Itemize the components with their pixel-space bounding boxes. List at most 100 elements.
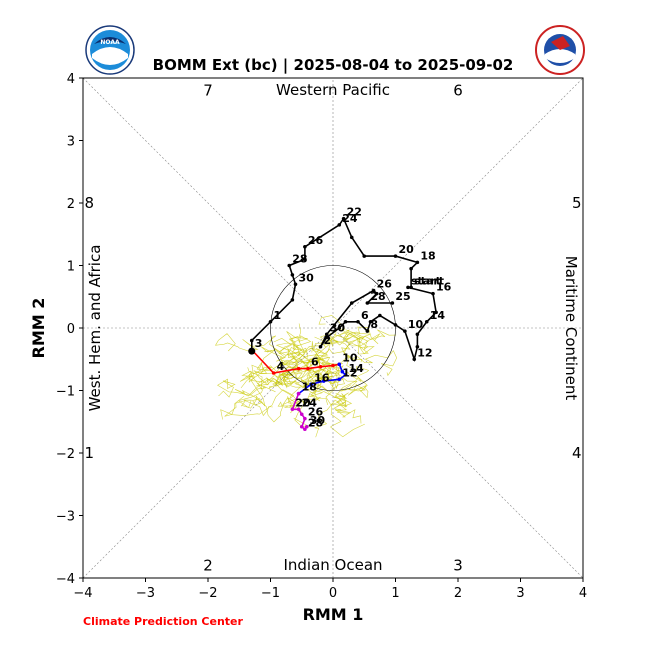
series-point [324, 335, 329, 340]
region-label-bottom: Indian Ocean [283, 556, 382, 574]
data-point-label: 28 [308, 416, 323, 429]
y-tick-label: 1 [67, 260, 75, 275]
ensemble-member-line [333, 326, 381, 351]
x-tick-label: 1 [391, 586, 399, 601]
series-point [406, 285, 410, 290]
data-point-label: 20 [399, 243, 415, 256]
series-point [393, 254, 398, 258]
series-point [371, 288, 376, 293]
series-point [303, 416, 307, 421]
data-point-label: 6 [311, 356, 319, 369]
series-point [368, 319, 373, 324]
series-point [287, 263, 292, 268]
ensemble-member-line [296, 333, 375, 358]
y-tick-label: 2 [67, 197, 75, 212]
data-point-label: 24 [342, 212, 358, 225]
series-point [290, 298, 295, 302]
series-point [349, 301, 354, 305]
series-point [403, 329, 407, 333]
series-point [424, 319, 429, 324]
data-point-label: 8 [370, 318, 378, 331]
series-point [318, 344, 323, 349]
data-point-label: 16 [314, 371, 330, 384]
region-label-right: Maritime Continent [562, 256, 580, 401]
series-point [318, 364, 323, 369]
region-label-left: West. Hem. and Africa [86, 245, 104, 412]
series-point [296, 391, 301, 396]
series-point [249, 338, 254, 343]
series-point [296, 366, 301, 371]
series-point [390, 301, 395, 305]
y-tick-label: −2 [56, 447, 75, 462]
region-label-top: Western Pacific [276, 81, 390, 99]
series-point [415, 260, 420, 265]
phase-number-label: 5 [572, 194, 582, 212]
data-point-label: 22 [347, 206, 362, 219]
series-point [303, 244, 307, 249]
x-tick-label: −1 [261, 586, 280, 601]
phase-number-label: 4 [572, 444, 582, 462]
series-point [343, 319, 348, 324]
series-point [341, 216, 346, 221]
credit-label: Climate Prediction Center [83, 615, 243, 628]
series-point [412, 357, 417, 362]
y-tick-label: −1 [56, 385, 75, 400]
ensemble-member-line [214, 333, 293, 353]
series-point [365, 301, 370, 305]
series-point [290, 273, 295, 277]
chart-title: BOMM Ext (bc) | 2025-08-04 to 2025-09-02 [153, 56, 514, 75]
data-point-label: start [411, 274, 441, 287]
series-point [356, 319, 360, 324]
series-point [431, 291, 435, 296]
series-point [409, 266, 413, 271]
ensemble-member-line [293, 351, 323, 399]
phase-number-label: 7 [203, 82, 213, 100]
data-point-label: start [414, 274, 444, 287]
series-point [374, 291, 379, 296]
data-point-label: 18 [420, 249, 435, 262]
series-point [434, 310, 438, 315]
data-point-label: 14 [430, 309, 446, 322]
data-point-label: 4 [277, 360, 285, 373]
series-point [337, 362, 342, 367]
series-point [299, 424, 304, 429]
data-point-label: 18 [302, 381, 317, 394]
phase-number-label: 1 [84, 444, 94, 462]
data-point-label: 1 [274, 309, 282, 322]
data-point-label: 10 [342, 351, 358, 364]
ensemble-member-line [220, 366, 302, 420]
ensemble-member-line [314, 371, 362, 438]
data-point-label: 14 [349, 362, 365, 375]
series-point [343, 373, 348, 377]
y-tick-label: −4 [56, 572, 75, 587]
ensemble-member-line [278, 323, 302, 389]
y-tick-label: −3 [56, 510, 75, 525]
data-point-label: 16 [436, 281, 452, 294]
series-point [378, 313, 382, 318]
series-point [362, 254, 367, 258]
x-tick-label: 2 [454, 586, 462, 601]
series-point [306, 366, 310, 371]
data-point-label: 28 [292, 253, 307, 266]
series-point [340, 369, 345, 374]
series-point [365, 329, 370, 333]
data-point-label: 6 [361, 309, 369, 322]
ensemble-member-line [277, 389, 335, 414]
ensemble-member-line [239, 351, 311, 382]
phase-number-label: 8 [84, 194, 94, 212]
x-tick-label: −2 [198, 586, 217, 601]
series-point [309, 382, 313, 387]
series-point [321, 379, 326, 383]
data-point-label: 12 [417, 346, 432, 359]
data-point-label: 30 [330, 321, 346, 334]
y-tick-label: 4 [67, 72, 75, 87]
unit-circle [270, 265, 396, 391]
data-point-label: 3 [255, 337, 263, 350]
y-tick-label: 0 [67, 322, 75, 337]
series-point [337, 326, 342, 330]
series-point [303, 257, 307, 262]
ensemble-member-line [253, 369, 308, 428]
data-point-label: 12 [342, 366, 357, 379]
data-point-label: 30 [299, 271, 315, 284]
